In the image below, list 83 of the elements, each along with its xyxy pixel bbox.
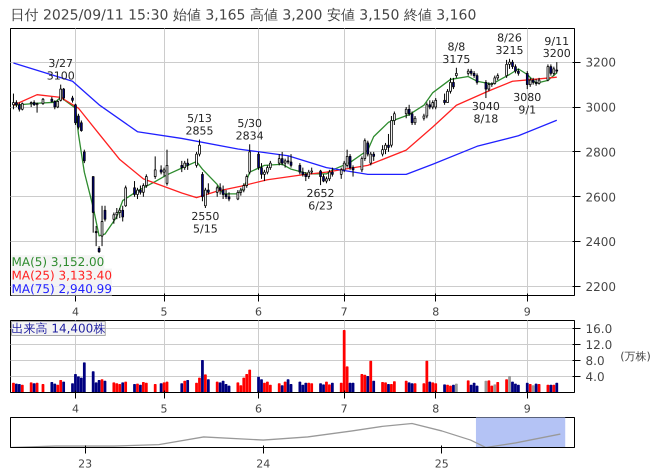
x-tick-label: 6 [255,306,262,318]
candlestick [218,182,222,196]
candlestick [121,205,124,222]
y-tick-label: 2600 [586,190,616,204]
x-tick-label: 8 [432,402,440,416]
candlestick [280,151,284,166]
x-tick-label: 7 [340,306,348,318]
chart-title: 出来高 14,400株 [12,322,106,336]
x-tick-label: 9 [524,306,531,318]
annotation: 2550 5/15 [191,210,220,236]
x-tick-label: 4 [72,306,79,318]
x-tick-label: 9 [524,402,531,416]
candlestick [222,185,224,200]
annotation: 8/8 3175 [442,40,470,66]
candlestick [248,144,251,175]
candlestick [346,149,348,168]
annotation: 3080 9/1 [513,91,542,116]
candlestick [62,87,65,101]
candlestick [236,190,240,201]
candlestick [455,67,458,78]
candlestick [245,174,248,188]
candlestick [555,62,558,74]
candlestick [484,80,488,99]
series-label: MA(5) 3,152.00 [12,255,104,270]
candlestick [100,205,104,247]
annotation: 8/26 3215 [496,31,524,57]
candlestick [118,207,122,219]
candlestick [404,106,408,119]
y-tick-label: 2200 [586,280,616,294]
candlestick [550,64,552,76]
x-tick-label: 24 [256,458,270,470]
candlestick [319,169,322,186]
annotation: 9/11 3200 [542,34,571,60]
y-tick-label: 4.0 [586,370,605,384]
candlestick [186,158,189,170]
y-tick-label: 2800 [586,145,616,160]
candlestick [298,162,302,175]
annotation: 3040 8/18 [472,100,500,126]
candlestick [115,207,118,220]
candlestick [154,156,157,180]
annotation: 2652 6/23 [306,187,335,212]
candlestick [476,72,478,86]
candlestick [546,64,550,82]
y-tick-label: 3000 [586,100,616,115]
y-tick-label: 12.0 [586,338,612,352]
candlestick [166,149,168,186]
candlestick [133,180,136,198]
candlestick [452,77,455,90]
candlestick [426,102,428,119]
x-tick-label: 23 [78,458,92,470]
text: MA(75) 2,940.99 [12,282,112,296]
y-axis-title: (万株) [620,350,651,363]
x-tick-label: 5 [160,402,168,416]
candlestick [526,70,529,90]
candlestick [328,169,331,182]
candlestick [290,154,292,168]
chart-title: 日付 2025/09/11 15:30 始値 3,165 高値 3,200 安値 3,150 終値 3,160 [10,8,476,24]
y-tick-label: 8.0 [586,354,605,368]
y-tick-label: 2400 [586,235,616,250]
annotation: 5/30 2834 [236,116,264,142]
x-tick-label: 4 [72,402,79,416]
candlestick [74,103,77,126]
x-tick-label: 25 [434,458,449,470]
candlestick [124,185,127,208]
candlestick [443,93,446,106]
text: MA(25) 3,133.40 [12,268,112,282]
x-tick-label: 5 [160,306,168,318]
candlestick [434,98,438,110]
candlestick [180,160,184,173]
candlestick [83,149,86,164]
candlestick [263,169,266,182]
candlestick [112,212,116,224]
candlestick [505,59,508,78]
candlestick [216,185,219,198]
annotation: 5/13 2855 [185,112,214,138]
x-tick-label: 7 [340,402,348,416]
x-tick-label: 6 [255,402,262,416]
y-tick-label: 16.0 [586,322,612,336]
candlestick [136,187,139,200]
candlestick [381,144,384,157]
y-tick-label: 3200 [586,56,616,70]
x-tick-label: 8 [432,306,440,318]
candlestick [278,154,281,166]
